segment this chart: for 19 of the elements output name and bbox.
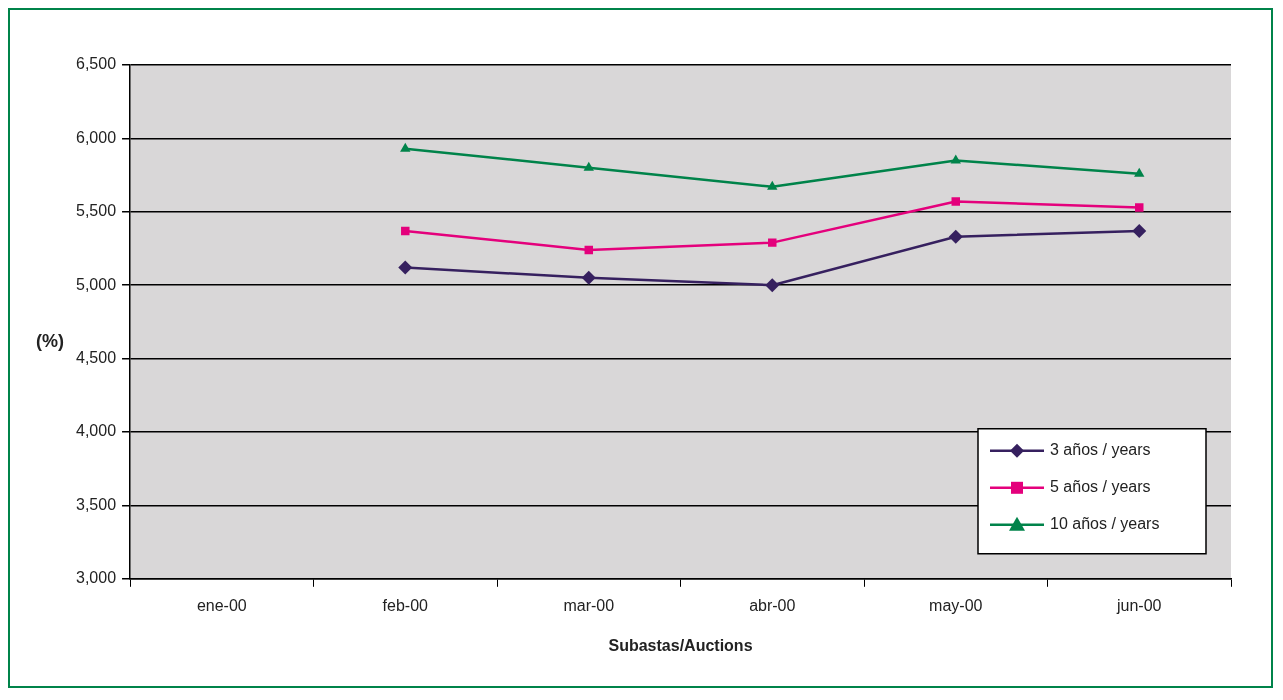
y-tick-label: 4,500 — [75, 349, 117, 367]
legend-label: 10 años / years — [1050, 515, 1160, 533]
legend-label: 3 años / years — [1050, 441, 1151, 459]
y-tick-label: 3,500 — [75, 495, 117, 513]
y-tick-label: 6,500 — [75, 55, 117, 73]
y-axis-title: (%) — [36, 330, 64, 351]
y-tick-label: 5,500 — [75, 202, 117, 220]
x-tick-label: jun-00 — [1116, 596, 1162, 614]
x-tick-label: ene-00 — [196, 596, 247, 614]
y-tick-label: 5,000 — [75, 275, 117, 293]
y-tick-label: 3,000 — [75, 569, 117, 587]
legend-label: 5 años / years — [1050, 478, 1151, 496]
x-tick-label: mar-00 — [563, 596, 615, 614]
y-tick-label: 6,000 — [75, 128, 117, 146]
x-tick-label: may-00 — [929, 596, 983, 614]
x-tick-label: feb-00 — [382, 596, 429, 614]
y-tick-label: 4,000 — [75, 422, 117, 440]
x-axis-title: Subastas/Auctions — [608, 637, 753, 655]
x-tick-label: abr-00 — [749, 596, 796, 614]
